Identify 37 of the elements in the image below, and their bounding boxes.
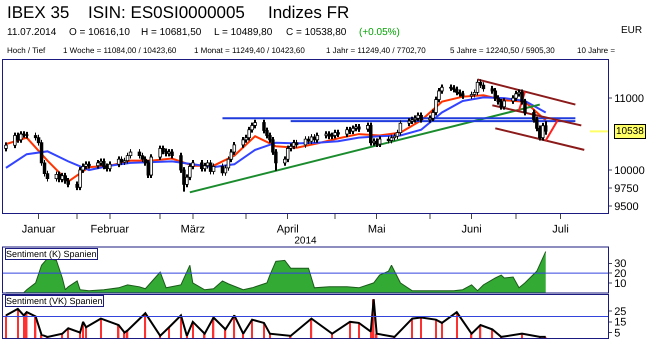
text: (+0.05%) — [359, 27, 400, 38]
y-tick-label: 9750 — [614, 182, 639, 195]
y-tick-label: 11000 — [614, 92, 644, 105]
x-tick-label: Juli — [552, 223, 569, 236]
text: Indizes FR — [268, 3, 350, 22]
text: 11.07.2014 — [7, 27, 57, 38]
y-tick-label: 30 — [614, 258, 626, 270]
x-tick-label: April — [276, 223, 299, 236]
text: H = 10681,50 — [141, 27, 202, 38]
chart-title: IBEX 35 — [7, 3, 70, 22]
text: Hoch / Tief — [7, 46, 46, 55]
text: 1 Woche = 11084,00 / 10423,60 — [63, 46, 177, 55]
text: O = 10616,10 — [69, 27, 130, 38]
text: 1 Jahr = 11249,40 / 7702,70 — [326, 46, 426, 55]
x-axis-title: 2014 — [294, 235, 318, 246]
chart-title: Sentiment (VK) Spanien — [6, 296, 103, 306]
y-tick-label: 15 — [614, 316, 626, 329]
text: 5 Jahre = 12240,50 / 5905,30 — [450, 46, 556, 55]
x-tick-label: Januar — [22, 223, 56, 236]
x-tick-label: Februar — [90, 223, 130, 236]
chart-title: Sentiment (K) Spanien — [6, 249, 97, 259]
ref-line-label: 10538 — [616, 126, 644, 137]
y-tick-label: 5 — [614, 327, 620, 340]
text: EUR — [621, 25, 642, 36]
x-tick-label: Mai — [368, 223, 386, 236]
text: 1 Monat = 11249,40 / 10423,60 — [194, 46, 306, 55]
y-tick-label: 20 — [614, 268, 626, 280]
y-tick-label: 9500 — [614, 200, 639, 213]
text: 10 Jahre = — [577, 46, 616, 55]
chart-subtitle: ISIN: ES0SI0000005 — [88, 3, 245, 22]
x-tick-label: Juni — [461, 223, 482, 236]
y-tick-label: 10 — [614, 278, 626, 290]
y-tick-label: 25 — [614, 306, 626, 318]
text: L = 10489,80 — [214, 27, 273, 38]
y-tick-label: 10000 — [614, 164, 645, 177]
x-tick-label: März — [180, 223, 206, 236]
text: C = 10538,80 — [286, 27, 347, 38]
